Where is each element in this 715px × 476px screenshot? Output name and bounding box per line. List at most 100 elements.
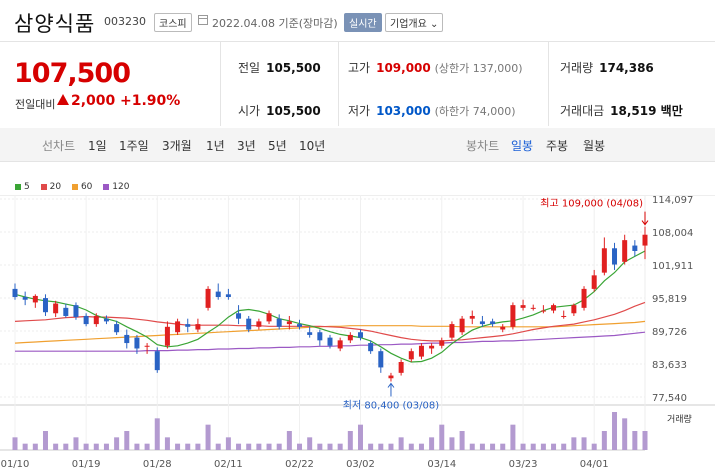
x-tick-label: 01/10 xyxy=(1,459,30,470)
candle-body xyxy=(530,307,536,309)
candle-body xyxy=(256,321,262,327)
candle-body xyxy=(418,345,424,357)
candle-body xyxy=(520,305,526,308)
candle-body xyxy=(246,318,252,330)
volume-bar xyxy=(297,443,303,450)
tab-3y[interactable]: 3년 xyxy=(237,139,256,153)
volume-bar xyxy=(154,418,160,450)
candle-body xyxy=(551,305,557,311)
tab-monthly[interactable]: 월봉 xyxy=(583,139,606,153)
candle-body xyxy=(286,321,292,325)
volume-bar xyxy=(53,443,59,450)
base-date: 2022.04.08 기준(장마감) xyxy=(212,17,338,30)
volume-bar xyxy=(225,437,231,450)
company-overview-dropdown[interactable]: 기업개요 ⌄ xyxy=(385,13,444,32)
candle-body xyxy=(500,326,506,330)
candle-body xyxy=(42,298,48,313)
y-tick-label: 89,726 xyxy=(652,327,687,338)
candle-body xyxy=(591,275,597,289)
volume-bar xyxy=(12,437,18,450)
volume-bar xyxy=(357,424,363,450)
tab-weekly[interactable]: 주봉 xyxy=(546,139,569,153)
candle-body xyxy=(327,337,333,346)
candle-body xyxy=(632,245,638,251)
volume-bar xyxy=(256,443,262,450)
volume-bar xyxy=(266,443,272,450)
current-price: 107,500 xyxy=(14,58,131,89)
stat-amount: 거래대금 18,519 백만 xyxy=(560,104,683,118)
tab-1w[interactable]: 1주일 xyxy=(119,139,149,153)
ma5-line xyxy=(14,250,646,363)
volume-bar xyxy=(175,443,181,450)
candle-body xyxy=(53,303,59,314)
volume-bar xyxy=(32,443,38,450)
candle-body xyxy=(612,248,618,265)
x-tick-label: 01/19 xyxy=(72,459,101,470)
realtime-button[interactable]: 실시간 xyxy=(344,13,382,32)
x-tick-label: 03/14 xyxy=(427,459,456,470)
volume-bar xyxy=(418,443,424,450)
volume-bar xyxy=(551,443,557,450)
volume-bar xyxy=(601,431,607,450)
volume-bar xyxy=(449,437,455,450)
volume-bar xyxy=(185,443,191,450)
volume-bar xyxy=(439,424,445,450)
candle-body xyxy=(571,305,577,314)
legend-ma5: 5 xyxy=(15,182,30,192)
candle-body xyxy=(459,318,465,333)
divider xyxy=(220,42,221,126)
tab-daily[interactable]: 일봉 xyxy=(511,139,534,153)
candle-body xyxy=(144,345,150,347)
x-tick-label: 02/11 xyxy=(214,459,243,470)
legend-ma60: 60 xyxy=(71,182,92,192)
volume-bar xyxy=(632,431,638,450)
volume-bar xyxy=(42,431,48,450)
up-triangle-icon xyxy=(57,94,69,105)
legend-ma120: 120 xyxy=(103,182,129,192)
stat-high: 고가 109,000 (상한가 137,000) xyxy=(348,61,523,75)
y-tick-label: 77,540 xyxy=(652,393,687,404)
volume-bar xyxy=(540,443,546,450)
tab-5y[interactable]: 5년 xyxy=(268,139,287,153)
tab-3m[interactable]: 3개월 xyxy=(162,139,192,153)
candle-body xyxy=(114,324,120,333)
candle-body xyxy=(368,343,374,352)
candle-body xyxy=(185,324,191,327)
ma-legend: 5 20 60 120 xyxy=(15,182,137,192)
volume-bar xyxy=(368,443,374,450)
volume-bar xyxy=(327,443,333,450)
tab-10y[interactable]: 10년 xyxy=(299,139,326,153)
volume-bar xyxy=(490,443,496,450)
tab-1y[interactable]: 1년 xyxy=(206,139,225,153)
volume-bar xyxy=(500,443,506,450)
candle-body xyxy=(337,340,343,349)
candle-body xyxy=(195,324,201,330)
candle-body xyxy=(347,334,353,341)
volume-bar xyxy=(581,437,587,450)
candle-body xyxy=(215,291,221,298)
volume-bar xyxy=(93,443,99,450)
candle-body xyxy=(378,351,384,368)
x-tick-label: 02/22 xyxy=(285,459,314,470)
candle-body xyxy=(32,295,38,303)
candlestick-chart: 114,097 108,004 101,911 95,819 89,726 83,633 7… xyxy=(0,195,715,470)
tab-1d[interactable]: 1일 xyxy=(88,139,107,153)
candle-body xyxy=(12,288,18,298)
chart-period-tabs xyxy=(0,128,715,162)
candle-body xyxy=(73,305,79,318)
volume-bar xyxy=(205,424,211,450)
y-tick-label: 114,097 xyxy=(652,195,693,206)
volume-bar xyxy=(530,443,536,450)
candle-body xyxy=(276,318,282,327)
volume-bar xyxy=(388,443,394,450)
change-label: 전일대비 xyxy=(15,98,56,111)
x-tick-label: 04/01 xyxy=(580,459,609,470)
candle-body xyxy=(103,318,109,322)
volume-bar xyxy=(195,443,201,450)
volume-bar xyxy=(337,443,343,450)
volume-bar xyxy=(520,443,526,450)
candle-body xyxy=(510,305,516,327)
x-tick-label: 03/23 xyxy=(509,459,538,470)
candle-body xyxy=(429,345,435,349)
candle-body xyxy=(22,297,28,300)
